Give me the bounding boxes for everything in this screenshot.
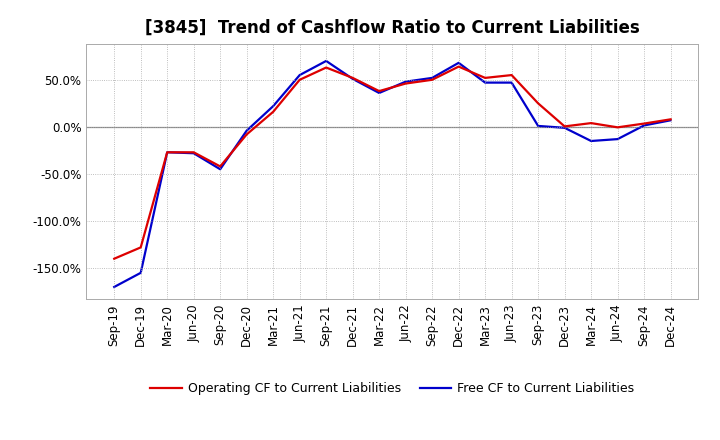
Free CF to Current Liabilities (110, 284, 119, 290)
Line: Operating CF to Current Liabilities: Operating CF to Current Liabilities (114, 66, 670, 259)
Operating CF to Current Liabilities (189, 150, 198, 155)
Free CF to Current Liabilities (375, 90, 384, 95)
Operating CF to Current Liabilities (640, 121, 649, 126)
Operating CF to Current Liabilities (136, 245, 145, 250)
Operating CF to Current Liabilities (216, 164, 225, 169)
Operating CF to Current Liabilities (534, 101, 542, 106)
Operating CF to Current Liabilities (481, 75, 490, 81)
Legend: Operating CF to Current Liabilities, Free CF to Current Liabilities: Operating CF to Current Liabilities, Fre… (145, 377, 639, 400)
Operating CF to Current Liabilities (428, 77, 436, 82)
Free CF to Current Liabilities (587, 138, 595, 143)
Operating CF to Current Liabilities (110, 256, 119, 261)
Free CF to Current Liabilities (243, 128, 251, 133)
Free CF to Current Liabilities (481, 80, 490, 85)
Free CF to Current Liabilities (322, 59, 330, 64)
Operating CF to Current Liabilities (401, 81, 410, 86)
Free CF to Current Liabilities (454, 60, 463, 66)
Operating CF to Current Liabilities (666, 117, 675, 122)
Free CF to Current Liabilities (508, 80, 516, 85)
Free CF to Current Liabilities (428, 75, 436, 81)
Operating CF to Current Liabilities (269, 109, 277, 114)
Free CF to Current Liabilities (163, 150, 171, 155)
Operating CF to Current Liabilities (613, 125, 622, 130)
Free CF to Current Liabilities (269, 103, 277, 109)
Title: [3845]  Trend of Cashflow Ratio to Current Liabilities: [3845] Trend of Cashflow Ratio to Curren… (145, 19, 640, 37)
Free CF to Current Liabilities (348, 76, 357, 81)
Free CF to Current Liabilities (560, 125, 569, 130)
Free CF to Current Liabilities (295, 73, 304, 78)
Free CF to Current Liabilities (640, 123, 649, 128)
Operating CF to Current Liabilities (587, 121, 595, 126)
Free CF to Current Liabilities (613, 136, 622, 142)
Operating CF to Current Liabilities (454, 64, 463, 69)
Operating CF to Current Liabilities (243, 132, 251, 137)
Operating CF to Current Liabilities (163, 150, 171, 155)
Free CF to Current Liabilities (401, 79, 410, 84)
Free CF to Current Liabilities (216, 167, 225, 172)
Free CF to Current Liabilities (136, 270, 145, 275)
Operating CF to Current Liabilities (348, 75, 357, 81)
Free CF to Current Liabilities (534, 123, 542, 128)
Operating CF to Current Liabilities (375, 88, 384, 94)
Operating CF to Current Liabilities (322, 65, 330, 70)
Operating CF to Current Liabilities (560, 124, 569, 129)
Free CF to Current Liabilities (189, 150, 198, 156)
Line: Free CF to Current Liabilities: Free CF to Current Liabilities (114, 61, 670, 287)
Operating CF to Current Liabilities (295, 77, 304, 82)
Free CF to Current Liabilities (666, 117, 675, 123)
Operating CF to Current Liabilities (508, 73, 516, 78)
